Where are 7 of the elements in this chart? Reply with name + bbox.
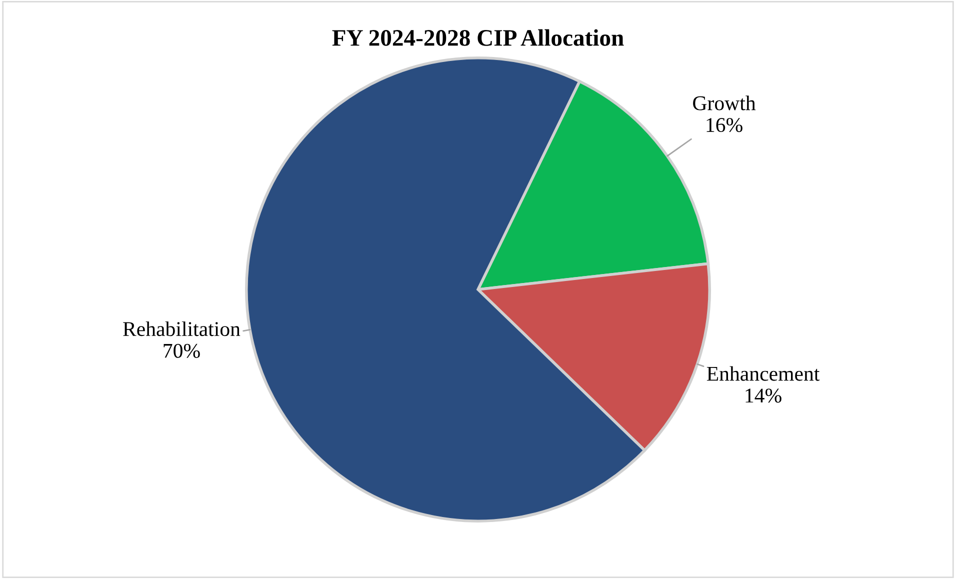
slice-label: Growth: [693, 96, 756, 110]
slice-label: Rehabilitation: [123, 321, 240, 336]
slice-label: Enhancement: [706, 366, 820, 381]
data-label: 70%: [164, 344, 200, 358]
data-label: 16%: [706, 118, 742, 132]
data-label: 14%: [746, 388, 782, 403]
chart-title: FY 2024-2028 CIP Allocation: [332, 29, 624, 46]
